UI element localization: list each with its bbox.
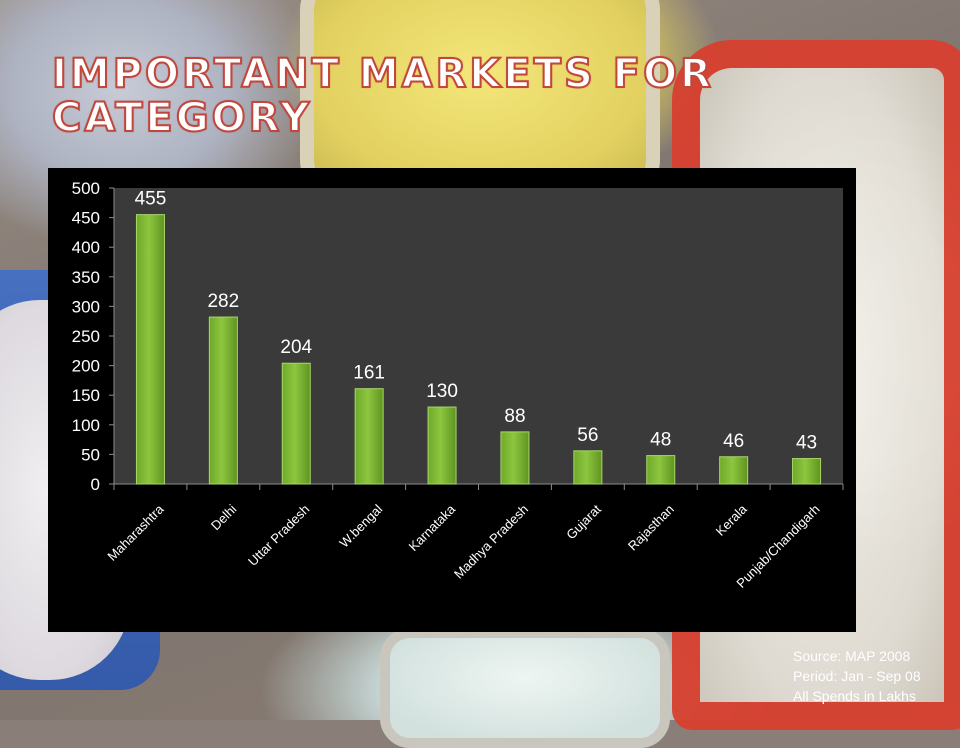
bar-karnataka	[427, 406, 457, 485]
x-tick-label: Uttar Pradesh	[245, 502, 312, 569]
bar-madhya-pradesh	[500, 431, 530, 485]
units-line: All Spends in Lakhs	[793, 688, 916, 704]
x-tick-label: Rajasthan	[625, 502, 677, 554]
chart-panel: 0 50 100 150 200 250 300 350 400 450 500 455 Maharas…	[48, 168, 856, 632]
slide-title: IMPORTANT MARKETS FOR CATEGORY	[51, 51, 714, 141]
bar-chart: 0 50 100 150 200 250 300 350 400 450 500 455 Maharas…	[72, 179, 844, 591]
y-tick-label: 400	[72, 238, 100, 257]
x-tick-label: Delhi	[208, 501, 240, 533]
bar-delhi	[208, 316, 238, 485]
data-label: 130	[426, 381, 458, 402]
bar-uttar-pradesh	[281, 362, 311, 485]
data-label: 282	[207, 291, 239, 312]
bar-kerala	[719, 456, 749, 485]
x-tick-label: Gujarat	[563, 501, 604, 542]
data-label: 455	[135, 189, 167, 210]
y-tick-label: 300	[72, 297, 100, 316]
data-label: 204	[280, 337, 312, 358]
data-label: 56	[577, 425, 598, 446]
source-note: Source: MAP 2008 Period: Jan - Sep 08 Al…	[793, 646, 921, 706]
bar-w-bengal	[354, 388, 384, 485]
bar-rajasthan	[646, 455, 676, 485]
x-tick-label: Kerala	[713, 501, 751, 539]
period-line: Period: Jan - Sep 08	[793, 668, 921, 684]
y-tick-label: 450	[72, 209, 100, 228]
x-tick-label: Madhya Pradesh	[451, 502, 531, 582]
y-tick-label: 250	[72, 327, 100, 346]
slide-title-line2: CATEGORY	[51, 95, 313, 141]
source-line: Source: MAP 2008	[793, 648, 911, 664]
data-label: 161	[353, 363, 385, 384]
y-tick-label: 500	[72, 179, 100, 198]
data-label: 48	[650, 430, 671, 451]
slide-title-line1: IMPORTANT MARKETS FOR	[51, 51, 714, 97]
x-tick-label: Karnataka	[406, 501, 459, 554]
yellow-powder-container	[300, 0, 660, 200]
y-tick-label: 350	[72, 268, 100, 287]
y-tick-label: 100	[72, 416, 100, 435]
data-label: 43	[796, 433, 817, 454]
bar-punjab-chandigarh	[792, 458, 822, 485]
bar-gujarat	[573, 450, 603, 485]
data-label: 46	[723, 431, 744, 452]
y-tick-label: 200	[72, 357, 100, 376]
bar-maharashtra	[135, 214, 165, 485]
data-label: 88	[504, 406, 525, 427]
y-tick-label: 0	[91, 475, 100, 494]
y-tick-label: 150	[72, 386, 100, 405]
powder-tray	[380, 628, 670, 748]
x-tick-label: W.bengal	[336, 501, 385, 550]
y-tick-label: 50	[81, 445, 100, 464]
x-tick-label: Maharashtra	[104, 501, 167, 564]
